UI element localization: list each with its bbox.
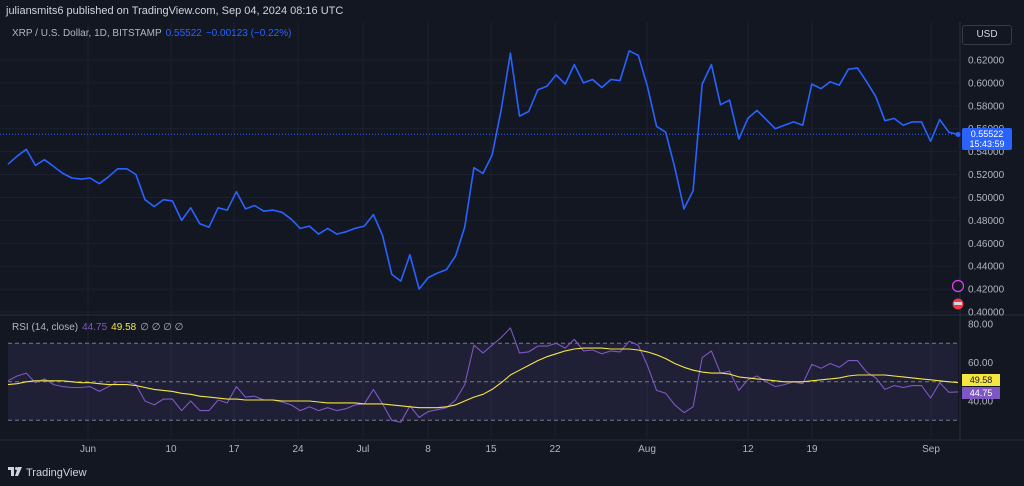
y-tick-label: 0.60000 [968,78,1005,89]
y-tick-label: 0.52000 [968,170,1005,181]
rsi-ma-legend-value: 49.58 [111,322,137,333]
footer-brand: TradingView [26,467,87,479]
rsi-value-tag: 44.75 [962,387,1000,399]
x-tick-label: 22 [549,444,561,455]
x-tick-label: Aug [638,444,656,455]
x-tick-label: 10 [165,444,177,455]
symbol-legend: XRP / U.S. Dollar, 1D, BITSTAMP 0.55522 −0… [12,28,291,39]
x-tick-label: Jul [357,444,370,455]
rsi-legend-value: 44.75 [82,322,108,333]
x-tick-label: 12 [742,444,754,455]
y-tick-label: 0.62000 [968,56,1005,67]
x-tick-label: 19 [806,444,818,455]
tradingview-logo-icon [8,467,22,476]
rsi-y-tick-label: 80.00 [968,320,993,331]
rsi-pane [7,327,959,423]
rsi-ma-line [7,347,959,409]
x-tick-label: Jun [80,444,96,455]
price-series-line [7,50,959,290]
price-tag-value: 0.55522 [970,129,1004,139]
current-price-tag: 0.55522 15:43:59 [962,128,1012,150]
rsi-legend: RSI (14, close) 44.75 49.58 ∅ ∅ ∅ ∅ [12,322,183,333]
rsi-label: RSI (14, close) [12,322,79,333]
publisher-caption: juliansmits6 published on TradingView.co… [0,0,1024,22]
event-flag-mark [954,302,962,305]
y-tick-label: 0.44000 [968,262,1005,273]
y-tick-label: 0.40000 [968,308,1005,319]
last-price-point [955,131,961,137]
y-tick-label: 0.50000 [968,193,1005,204]
y-tick-label: 0.48000 [968,216,1005,227]
currency-button[interactable]: USD [962,25,1012,45]
price-tag-countdown: 15:43:59 [969,139,1005,149]
legend-change: −0.00123 (−0.22%) [205,28,292,39]
rsi-y-tick-label: 40.00 [968,397,993,408]
y-tick-label: 0.46000 [968,239,1005,250]
rsi-legend-symbols: ∅ ∅ ∅ ∅ [140,322,184,333]
price-pane [0,50,961,290]
y-tick-label: 0.54000 [968,147,1005,158]
grid [0,22,1024,441]
x-tick-label: 24 [292,444,304,455]
rsi-series-line [7,327,959,423]
x-tick-label: 8 [425,444,431,455]
rsi-y-tick-label: 60.00 [968,358,993,369]
alert-icon [951,279,965,293]
rsi-ma-tag: 49.58 [962,374,1000,386]
symbol-label: XRP / U.S. Dollar, 1D, BITSTAMP [12,28,162,39]
axes: Jun 10 17 24 Jul 8 15 22 Aug 12 19 Sep 0.62000 0.6000… [80,56,1005,456]
x-tick-label: Sep [922,444,940,455]
legend-price: 0.55522 [165,28,202,39]
footer: TradingView [0,460,1024,486]
y-tick-label: 0.58000 [968,101,1005,112]
x-tick-label: 15 [485,444,497,455]
x-tick-label: 17 [228,444,240,455]
y-tick-label: 0.42000 [968,285,1005,296]
